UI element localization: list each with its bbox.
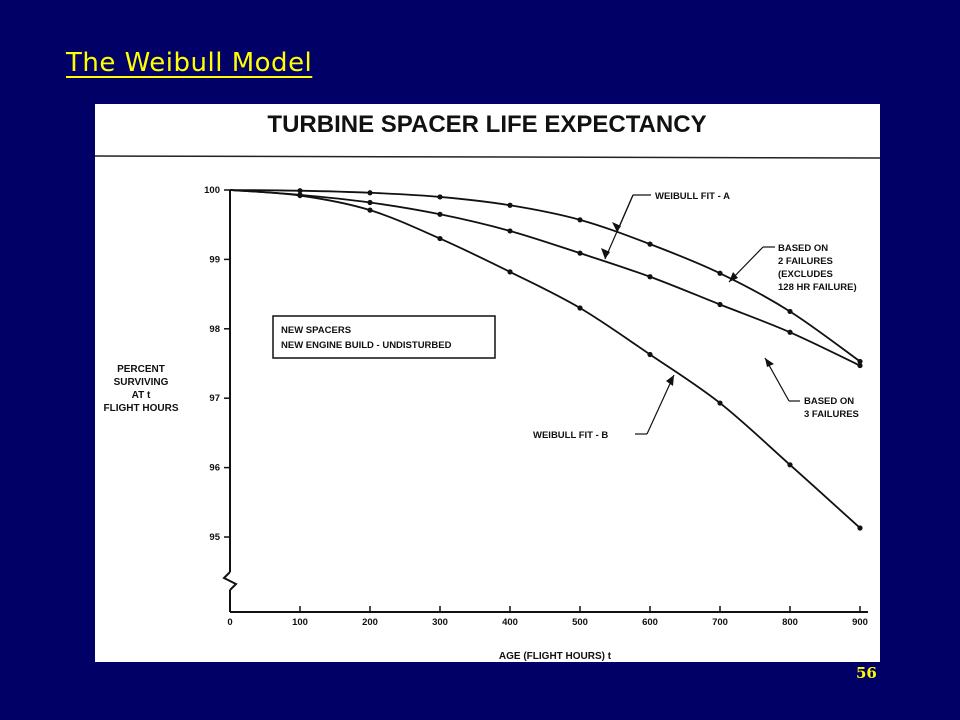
slide-title: The Weibull Model (66, 48, 313, 78)
annotation-based-2-line-3: (EXCLUDES (778, 269, 833, 280)
series-1-point (437, 194, 443, 200)
y-tick-label: 96 (209, 463, 220, 474)
series-line-2 (229, 189, 861, 367)
series-2-point (507, 228, 513, 234)
x-tick-label: 300 (432, 617, 448, 628)
series-2-point (647, 274, 653, 280)
annotation-based-2-line-1: BASED ON (778, 243, 828, 254)
annotation-based-3: BASED ON 3 FAILURES (764, 357, 859, 420)
title-rule (95, 155, 880, 159)
legend-line-1: NEW SPACERS (281, 325, 351, 336)
page-number: 56 (856, 664, 877, 682)
series-1-point (367, 190, 373, 196)
annotation-fit-b-text: WEIBULL FIT - B (533, 430, 608, 441)
x-tick-label: 600 (642, 617, 658, 628)
x-tick-label: 800 (782, 617, 798, 628)
series-3-point (507, 269, 513, 275)
series-2-point (367, 199, 373, 206)
y-tick-label: 98 (209, 324, 220, 335)
annotation-fit-a: WEIBULL FIT - A (601, 191, 730, 260)
x-tick-label: 0 (227, 617, 232, 628)
annotation-based-3-line-2: 3 FAILURES (804, 409, 859, 420)
series-3-point (717, 400, 723, 406)
series-3-point (297, 192, 303, 199)
annotation-based-3-line-1: BASED ON (804, 396, 854, 407)
chart-title: TURBINE SPACER LIFE EXPECTANCY (267, 111, 706, 138)
series-layer (229, 188, 863, 531)
series-2-point (857, 362, 863, 369)
legend-line-2: NEW ENGINE BUILD - UNDISTURBED (281, 340, 452, 351)
annotation-fit-b: WEIBULL FIT - B (533, 374, 675, 441)
x-ticks: 0 100 200 300 400 500 600 700 800 900 (227, 606, 868, 628)
annotation-based-2-line-2: 2 FAILURES (778, 256, 833, 267)
series-3-point (367, 207, 373, 213)
x-axis-label: AGE (FLIGHT HOURS) t (499, 651, 612, 662)
series-1-point (507, 202, 513, 208)
y-tick-label: 95 (209, 532, 220, 543)
series-2-point (787, 329, 793, 335)
series-3-point (647, 351, 653, 358)
x-tick-label: 100 (292, 617, 308, 628)
x-tick-label: 500 (572, 617, 588, 628)
legend-box: NEW SPACERS NEW ENGINE BUILD - UNDISTURB… (272, 315, 496, 359)
y-label-line-3: AT t (132, 390, 151, 401)
series-3-point (787, 462, 793, 468)
y-tick-label: 100 (204, 185, 220, 196)
x-tick-label: 200 (362, 617, 378, 628)
annotation-based-2-line-4: 128 HR FAILURE) (778, 282, 857, 293)
x-tick-label: 700 (712, 617, 728, 628)
y-label-line-2: SURVIVING (114, 377, 169, 388)
series-1-point (857, 358, 863, 365)
x-tick-label: 900 (852, 617, 868, 628)
annotation-fit-a-text: WEIBULL FIT - A (655, 191, 730, 202)
series-1-point (647, 241, 653, 247)
y-tick-label: 97 (209, 393, 220, 404)
series-2-point (717, 301, 723, 308)
y-tick-label: 99 (209, 254, 220, 265)
y-ticks: 95 96 97 98 99 100 (204, 185, 230, 543)
chart-panel: TURBINE SPACER LIFE EXPECTANCY 95 96 97 98 9… (95, 104, 880, 662)
series-line-3 (229, 189, 861, 529)
x-tick-label: 400 (502, 617, 518, 628)
y-axis-label: PERCENT SURVIVING AT t FLIGHT HOURS (104, 364, 179, 414)
series-2-point (577, 250, 583, 256)
series-2-point (437, 211, 443, 217)
series-3-point (577, 305, 583, 311)
axes (222, 190, 868, 613)
legend-box-border (272, 315, 496, 359)
series-3-point (437, 235, 443, 242)
series-1-point (717, 270, 723, 276)
series-1-point (297, 188, 303, 194)
y-label-line-1: PERCENT (117, 364, 165, 375)
chart-svg: TURBINE SPACER LIFE EXPECTANCY 959697989… (95, 111, 880, 662)
y-label-line-4: FLIGHT HOURS (104, 403, 179, 414)
annotation-based-2: BASED ON 2 FAILURES (EXCLUDES 128 HR FAI… (728, 243, 857, 293)
series-1-point (577, 217, 583, 223)
series-3-point (857, 525, 863, 531)
y-axis-break (222, 571, 238, 591)
series-line-1 (229, 189, 861, 363)
series-1-point (787, 308, 793, 315)
